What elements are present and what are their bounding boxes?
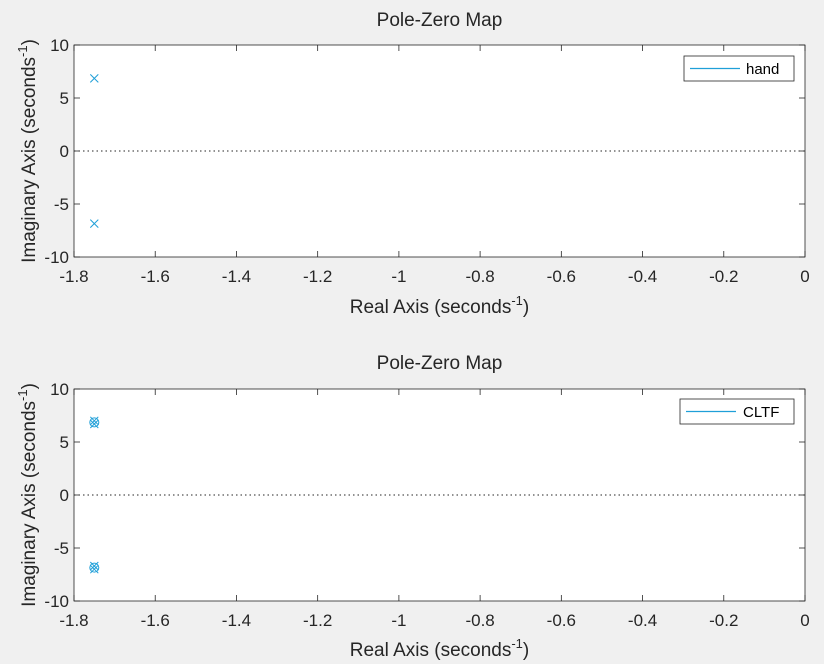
chart-title: Pole-Zero Map (377, 353, 503, 374)
legend[interactable]: hand (683, 55, 795, 82)
y-ticks: 10 5 0 -5 -10 (44, 380, 805, 611)
zero-marker (89, 562, 100, 573)
y-tick-label: 10 (50, 380, 69, 399)
x-tick-label: -1.6 (141, 611, 170, 630)
y-tick-label: -5 (54, 539, 69, 558)
x-tick-label: -1.2 (303, 611, 332, 630)
y-tick-label: 5 (60, 89, 69, 108)
chart-title: Pole-Zero Map (377, 10, 503, 31)
legend[interactable]: CLTF (679, 398, 795, 425)
x-tick-label: -1.6 (141, 267, 170, 286)
x-tick-label: -1.8 (59, 611, 88, 630)
x-tick-label: -1 (391, 611, 406, 630)
y-tick-label: 0 (60, 142, 69, 161)
x-ticks: -1.8 -1.6 -1.4 -1.2 -1 -0.8 -0.6 -0.4 -0.2 0 (59, 45, 810, 286)
x-tick-label: -0.4 (628, 267, 657, 286)
subplot-1: Pole-Zero Map -1.8 -1.6 -1.4 -1.2 -1 -0.8 -0.6… (15, 10, 810, 318)
pole-marker (89, 561, 99, 571)
x-tick-label: -1.2 (303, 267, 332, 286)
y-axis-label: Imaginary Axis (seconds-1) (15, 39, 40, 263)
y-ticks: 10 5 0 -5 -10 (44, 36, 805, 267)
x-tick-label: -1.4 (222, 611, 251, 630)
pole-marker (89, 419, 99, 429)
legend-label-hand: hand (746, 61, 779, 78)
y-tick-label: 10 (50, 36, 69, 55)
x-tick-label: -1 (391, 267, 406, 286)
x-tick-label: -0.2 (709, 611, 738, 630)
x-tick-label: -0.8 (465, 611, 494, 630)
y-tick-label: -5 (54, 195, 69, 214)
pole-zero-markers (89, 416, 100, 574)
y-axis-label: Imaginary Axis (seconds-1) (15, 383, 40, 607)
x-tick-label: 0 (800, 267, 809, 286)
pole-marker (89, 219, 99, 228)
subplot-2: Pole-Zero Map -1.8 -1.6 -1.4 -1.2 -1 -0.8 -0.6… (15, 353, 810, 661)
x-tick-label: -0.6 (547, 611, 576, 630)
zero-marker (89, 417, 100, 428)
x-ticks: -1.8 -1.6 -1.4 -1.2 -1 -0.8 -0.6 -0.4 -0.2 0 (59, 389, 810, 630)
x-tick-label: 0 (800, 611, 809, 630)
legend-label-cltf: CLTF (743, 404, 779, 421)
pole-marker (89, 416, 99, 426)
pole-marker (89, 564, 99, 574)
y-tick-label: -10 (44, 592, 69, 611)
pole-zero-markers (89, 74, 99, 228)
y-tick-label: 5 (60, 433, 69, 452)
y-tick-label: -10 (44, 248, 69, 267)
x-tick-label: -1.4 (222, 267, 251, 286)
x-tick-label: -1.8 (59, 267, 88, 286)
x-tick-label: -0.2 (709, 267, 738, 286)
x-tick-label: -0.8 (465, 267, 494, 286)
x-axis-label: Real Axis (seconds-1) (350, 636, 529, 661)
pole-marker (89, 74, 99, 83)
x-tick-label: -0.6 (547, 267, 576, 286)
x-axis-label: Real Axis (seconds-1) (350, 293, 529, 318)
x-tick-label: -0.4 (628, 611, 657, 630)
y-tick-label: 0 (60, 486, 69, 505)
